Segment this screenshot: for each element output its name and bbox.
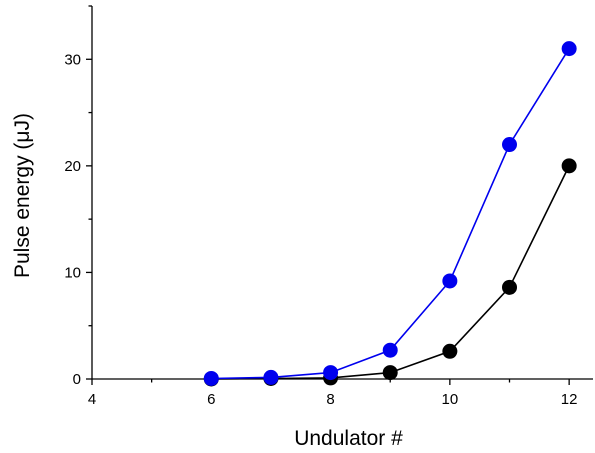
x-axis-title: Undulator # [294, 427, 403, 450]
data-point [382, 342, 398, 358]
data-point [442, 273, 458, 289]
x-tick-label: 4 [88, 391, 96, 408]
data-point [502, 137, 517, 153]
y-tick-label: 30 [64, 51, 81, 68]
data-point [502, 279, 517, 295]
ticks: 4 6 8 10 12 0 10 20 30 [64, 5, 578, 408]
series-line [211, 48, 570, 380]
y-axis-title: Pulse energy (μJ) [11, 113, 34, 278]
y-tick-label: 20 [64, 158, 81, 175]
data-point [561, 158, 577, 174]
x-tick-label: 12 [561, 391, 578, 408]
data-point [323, 365, 339, 381]
x-tick-label: 6 [207, 391, 215, 408]
x-tick-label: 8 [326, 391, 334, 408]
y-tick-label: 0 [73, 371, 81, 388]
x-tick-label: 10 [442, 391, 459, 408]
data-point [442, 343, 458, 359]
axes [91, 6, 593, 380]
series-0 [203, 41, 577, 386]
data-point [203, 370, 219, 386]
data-point [382, 365, 398, 381]
y-tick-label: 10 [64, 264, 81, 281]
series-layer [203, 41, 577, 387]
data-point [263, 369, 279, 385]
data-point [561, 41, 577, 57]
